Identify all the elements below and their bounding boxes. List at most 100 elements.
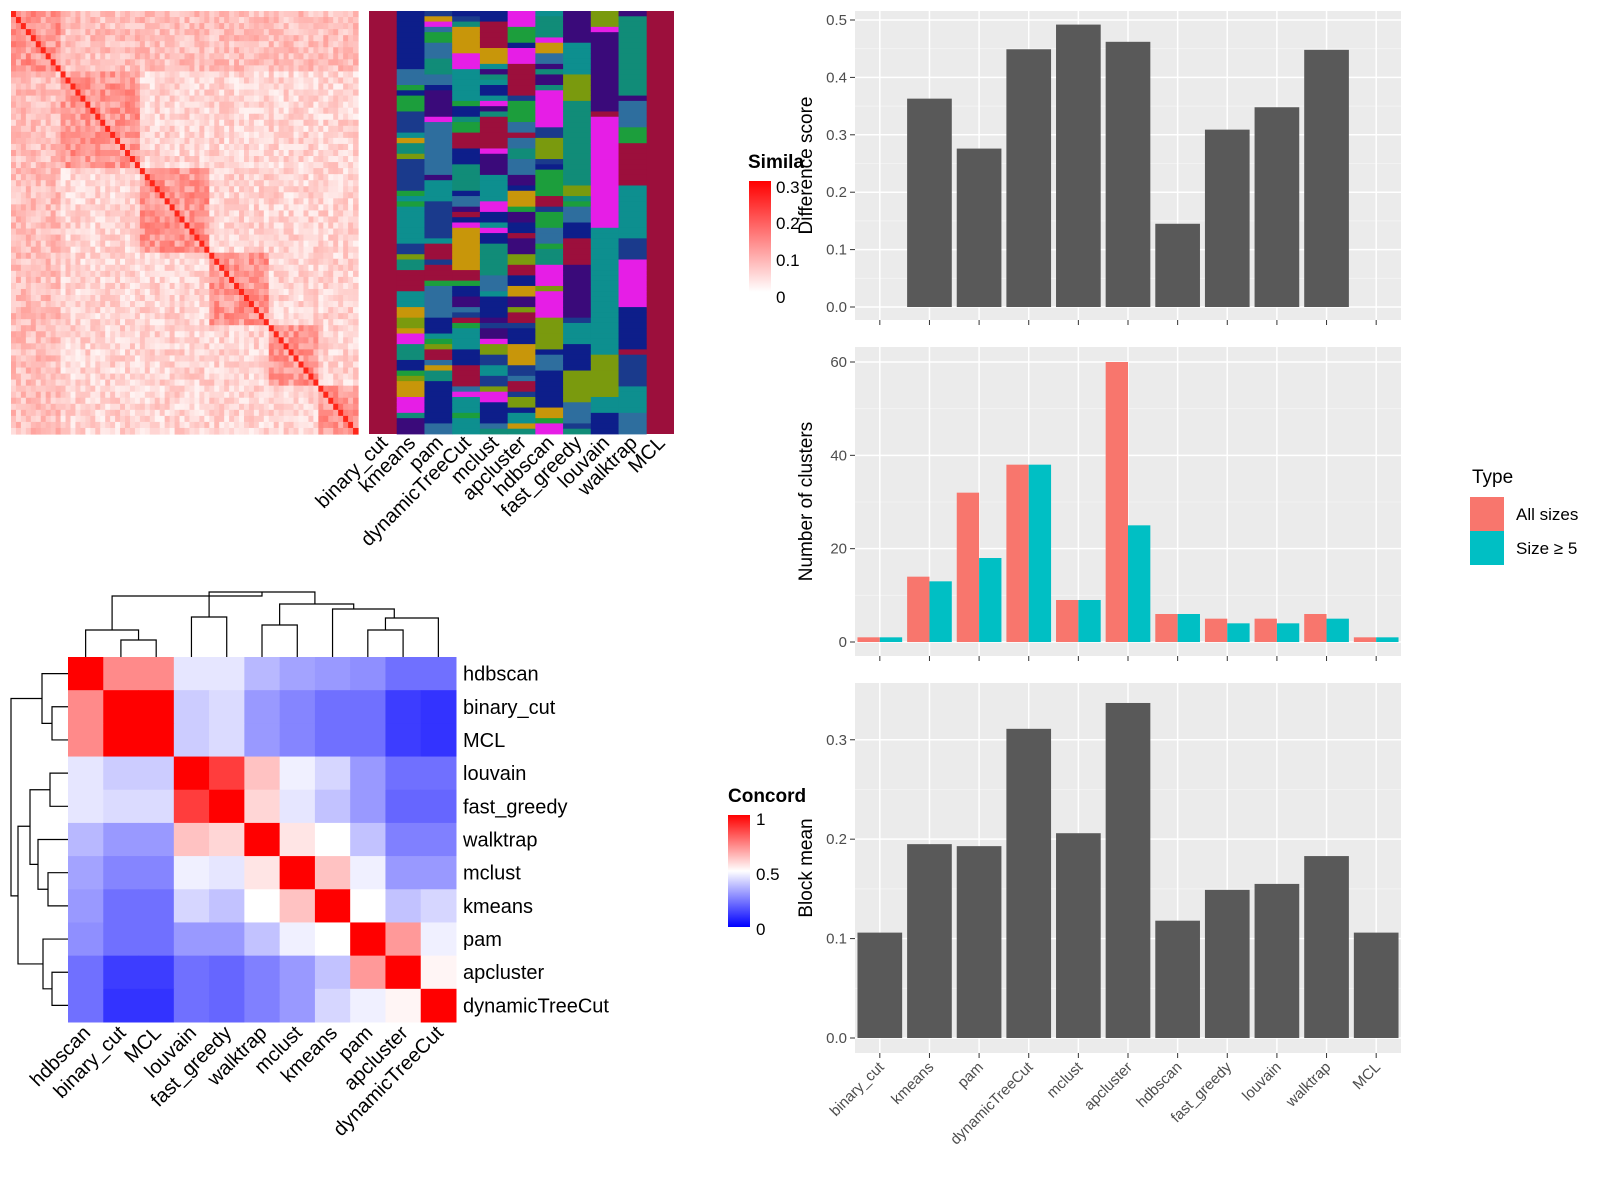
similarity-cell bbox=[293, 192, 300, 199]
similarity-cell bbox=[263, 319, 270, 326]
similarity-cell bbox=[303, 331, 310, 338]
similarity-cell bbox=[323, 125, 329, 133]
similarity-cell bbox=[348, 107, 354, 115]
similarity-cell bbox=[243, 361, 250, 369]
similarity-cell bbox=[323, 319, 329, 326]
similarity-cell bbox=[333, 137, 339, 145]
similarity-cell bbox=[139, 17, 146, 24]
similarity-cell bbox=[273, 156, 280, 163]
similarity-cell bbox=[234, 282, 240, 290]
similarity-cell bbox=[179, 373, 186, 381]
similarity-cell bbox=[159, 295, 166, 302]
similarity-cell bbox=[323, 35, 329, 42]
similarity-cell bbox=[338, 113, 344, 121]
similarity-cell bbox=[50, 131, 57, 139]
similarity-cell bbox=[11, 427, 17, 435]
similarity-cell bbox=[174, 276, 181, 284]
similarity-cell bbox=[115, 307, 121, 314]
similarity-cell bbox=[105, 246, 111, 254]
similarity-cell bbox=[199, 270, 205, 278]
similarity-cell bbox=[229, 228, 235, 236]
similarity-cell bbox=[110, 301, 116, 308]
similarity-cell bbox=[95, 216, 101, 224]
similarity-cell bbox=[45, 409, 52, 417]
similarity-cell bbox=[40, 113, 47, 121]
similarity-cell bbox=[353, 295, 359, 302]
similarity-cell bbox=[15, 385, 22, 393]
similarity-cell bbox=[313, 89, 319, 97]
membership-cell bbox=[396, 185, 425, 192]
membership-cell bbox=[396, 423, 425, 430]
similarity-cell bbox=[268, 186, 275, 193]
similarity-cell bbox=[219, 186, 225, 193]
similarity-cell bbox=[45, 301, 52, 308]
similarity-cell bbox=[293, 385, 300, 393]
similarity-cell bbox=[120, 23, 126, 30]
similarity-cell bbox=[194, 53, 200, 60]
similarity-cell bbox=[353, 137, 359, 145]
similarity-cell bbox=[105, 355, 111, 363]
membership-cell bbox=[396, 264, 425, 271]
similarity-cell bbox=[35, 216, 42, 224]
similarity-cell bbox=[204, 337, 210, 344]
similarity-cell bbox=[234, 107, 240, 115]
similarity-cell bbox=[313, 101, 319, 109]
similarity-cell bbox=[129, 131, 136, 139]
similarity-cell bbox=[328, 403, 334, 411]
similarity-cell bbox=[11, 397, 17, 405]
similarity-cell bbox=[303, 119, 310, 127]
similarity-cell bbox=[189, 331, 196, 338]
similarity-cell bbox=[214, 325, 220, 332]
similarity-cell bbox=[154, 409, 161, 417]
similarity-cell bbox=[263, 307, 270, 314]
similarity-cell bbox=[184, 29, 191, 36]
similarity-cell bbox=[164, 204, 171, 212]
similarity-cell bbox=[174, 403, 181, 411]
similarity-cell bbox=[348, 264, 354, 272]
similarity-cell bbox=[219, 65, 225, 73]
similarity-cell bbox=[224, 258, 230, 266]
similarity-cell bbox=[115, 162, 121, 169]
similarity-cell bbox=[154, 41, 161, 48]
similarity-cell bbox=[25, 313, 32, 320]
similarity-cell bbox=[308, 113, 314, 121]
similarity-cell bbox=[219, 409, 225, 417]
similarity-cell bbox=[194, 131, 200, 139]
similarity-cell bbox=[353, 421, 359, 429]
similarity-cell bbox=[15, 228, 22, 236]
similarity-cell bbox=[239, 264, 245, 272]
similarity-cell bbox=[298, 258, 305, 266]
similarity-cell bbox=[338, 276, 344, 284]
similarity-cell bbox=[80, 397, 86, 405]
similarity-cell bbox=[60, 409, 67, 417]
similarity-cell bbox=[174, 143, 181, 151]
similarity-cell bbox=[278, 367, 285, 375]
membership-cell bbox=[424, 21, 453, 28]
similarity-cell bbox=[80, 125, 86, 133]
similarity-cell bbox=[159, 131, 166, 139]
similarity-cell bbox=[110, 17, 116, 24]
similarity-cell bbox=[288, 379, 295, 387]
similarity-cell bbox=[184, 415, 191, 423]
similarity-cell bbox=[129, 337, 136, 344]
similarity-cell bbox=[11, 228, 17, 236]
similarity-cell bbox=[125, 282, 131, 290]
similarity-cell bbox=[268, 11, 275, 18]
similarity-cell bbox=[149, 252, 156, 260]
similarity-cell bbox=[283, 403, 290, 411]
similarity-cell bbox=[11, 71, 17, 79]
similarity-cell bbox=[75, 409, 81, 417]
similarity-cell bbox=[343, 313, 349, 320]
similarity-cell bbox=[80, 17, 86, 24]
similarity-cell bbox=[174, 113, 181, 121]
similarity-cell bbox=[234, 143, 240, 151]
similarity-cell bbox=[174, 17, 181, 24]
similarity-cell bbox=[214, 349, 220, 357]
similarity-cell bbox=[353, 397, 359, 405]
similarity-cell bbox=[318, 198, 324, 205]
similarity-cell bbox=[303, 234, 310, 242]
similarity-cell bbox=[149, 367, 156, 375]
similarity-cell bbox=[243, 216, 250, 224]
similarity-cell bbox=[179, 47, 186, 54]
similarity-cell bbox=[70, 252, 77, 260]
